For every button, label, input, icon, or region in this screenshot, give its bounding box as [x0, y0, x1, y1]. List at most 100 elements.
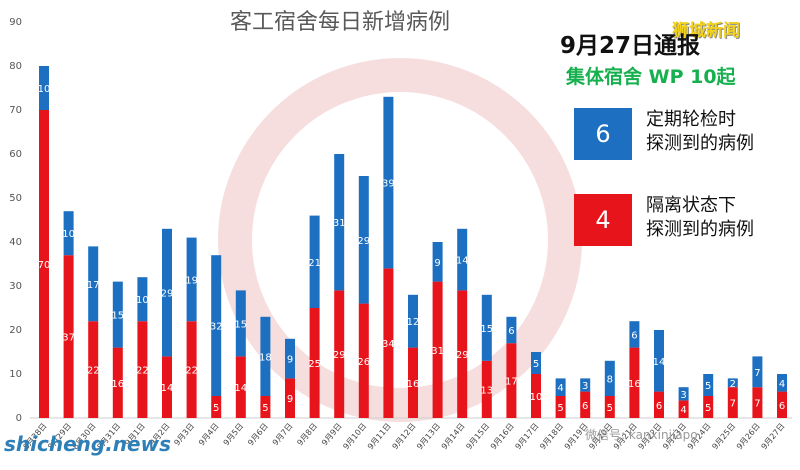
- legend-routine-label: 定期轮检时 探测到的病例: [646, 108, 796, 156]
- data-label: 5: [533, 359, 539, 370]
- data-label: 10: [62, 229, 75, 240]
- data-label: 5: [557, 403, 563, 414]
- data-label: 25: [308, 359, 321, 370]
- data-label: 15: [111, 311, 124, 322]
- legend-quarantine-line2: 探测到的病例: [646, 219, 754, 240]
- bar-quarantine: [39, 110, 49, 418]
- bar-routine: [285, 338, 295, 379]
- bar-routine: [334, 154, 345, 291]
- bar-quarantine: [506, 343, 517, 418]
- bar-quarantine: [162, 356, 172, 418]
- bar-routine: [580, 378, 591, 392]
- x-tick-label: 9月10日: [341, 422, 368, 452]
- data-label: 16: [111, 379, 124, 390]
- x-tick-label: 9月8日: [295, 422, 319, 448]
- y-tick-label: 80: [9, 61, 22, 72]
- report-date: 9月27日通报: [560, 33, 701, 59]
- x-tick-label: 9月3日: [172, 422, 196, 448]
- bar-quarantine: [481, 360, 492, 418]
- x-tick-label: 9月11日: [366, 422, 393, 452]
- bars: 7010371022171615221014292219532141551899…: [38, 66, 787, 418]
- x-tick-label: 9月18日: [538, 422, 565, 452]
- bar-routine: [432, 242, 443, 282]
- bar-routine: [604, 360, 615, 396]
- data-label: 8: [607, 374, 613, 385]
- bar-routine: [727, 378, 738, 388]
- data-label: 14: [456, 256, 469, 267]
- bar-routine: [235, 290, 246, 357]
- bar-routine: [186, 237, 197, 322]
- bar-routine: [63, 211, 74, 256]
- legend-routine-line2: 探测到的病例: [646, 133, 754, 154]
- legend-quarantine-label: 隔离状态下 探测到的病例: [646, 194, 796, 242]
- bar-quarantine: [752, 387, 763, 418]
- y-tick-label: 70: [9, 105, 22, 116]
- bar-routine: [629, 321, 640, 348]
- x-tick-label: 9月4日: [197, 422, 221, 448]
- bar-routine: [506, 316, 517, 344]
- x-tick-label: 9月7日: [271, 422, 295, 448]
- data-label: 29: [357, 236, 370, 247]
- data-label: 15: [234, 319, 247, 330]
- data-label: 7: [754, 399, 760, 410]
- footer-watermark: shicheng.news: [4, 432, 171, 456]
- data-label: 31: [431, 346, 444, 357]
- bar-quarantine: [186, 321, 197, 418]
- x-tick-label: 9月13日: [415, 422, 442, 452]
- data-label: 39: [382, 179, 395, 190]
- data-label: 4: [557, 383, 563, 394]
- bar-routine: [383, 96, 394, 269]
- bar-quarantine: [383, 268, 394, 418]
- bar-routine: [654, 330, 664, 392]
- legend-quarantine-line1: 隔离状态下: [646, 195, 736, 216]
- bar-quarantine: [408, 347, 418, 418]
- chart-title: 客工宿舍每日新增病例: [230, 10, 451, 35]
- bar-quarantine: [88, 321, 99, 418]
- data-label: 13: [480, 385, 493, 396]
- data-label: 21: [308, 258, 321, 269]
- data-label: 4: [779, 379, 785, 390]
- data-label: 9: [434, 258, 440, 269]
- bar-routine: [481, 294, 492, 361]
- bar-quarantine: [285, 378, 295, 418]
- x-tick-label: 9月17日: [514, 422, 541, 452]
- data-label: 2: [730, 379, 736, 390]
- x-tick-label: 9月5日: [222, 422, 246, 448]
- bar-quarantine: [727, 387, 738, 418]
- bar-quarantine: [432, 281, 443, 418]
- data-label: 5: [705, 381, 711, 392]
- data-label: 17: [505, 377, 518, 388]
- data-label: 14: [653, 357, 666, 368]
- bar-routine: [112, 281, 123, 348]
- x-tick-label: 9月25日: [710, 422, 737, 452]
- data-label: 7: [730, 399, 736, 410]
- bar-quarantine: [112, 347, 123, 418]
- bar-quarantine: [358, 303, 369, 418]
- wechat-mark: 微信号: kanxinjiapo: [585, 428, 698, 442]
- data-label: 17: [87, 280, 100, 291]
- bar-quarantine: [531, 374, 541, 418]
- data-label: 22: [185, 366, 198, 377]
- bar-quarantine: [235, 356, 246, 418]
- legend-routine-line1: 定期轮检时: [646, 109, 736, 130]
- bar-quarantine: [334, 290, 345, 418]
- x-tick-label: 9月16日: [489, 422, 516, 452]
- bar-quarantine: [703, 396, 714, 418]
- data-label: 4: [680, 405, 686, 416]
- data-label: 7: [754, 368, 760, 379]
- bar-quarantine: [211, 396, 222, 418]
- bar-routine: [457, 228, 468, 291]
- data-label: 5: [607, 403, 613, 414]
- bar-routine: [408, 294, 418, 348]
- subtitle: 集体宿舍 WP 10起: [566, 66, 736, 88]
- legend-quarantine-box: 4: [574, 194, 632, 246]
- data-label: 3: [582, 381, 588, 392]
- data-label: 18: [259, 352, 272, 363]
- x-tick-label: 9月26日: [735, 422, 762, 452]
- bar-quarantine: [678, 400, 689, 418]
- data-label: 6: [582, 401, 588, 412]
- data-label: 34: [382, 339, 395, 350]
- data-label: 31: [333, 218, 346, 229]
- bar-quarantine: [260, 396, 271, 418]
- bar-routine: [777, 374, 787, 392]
